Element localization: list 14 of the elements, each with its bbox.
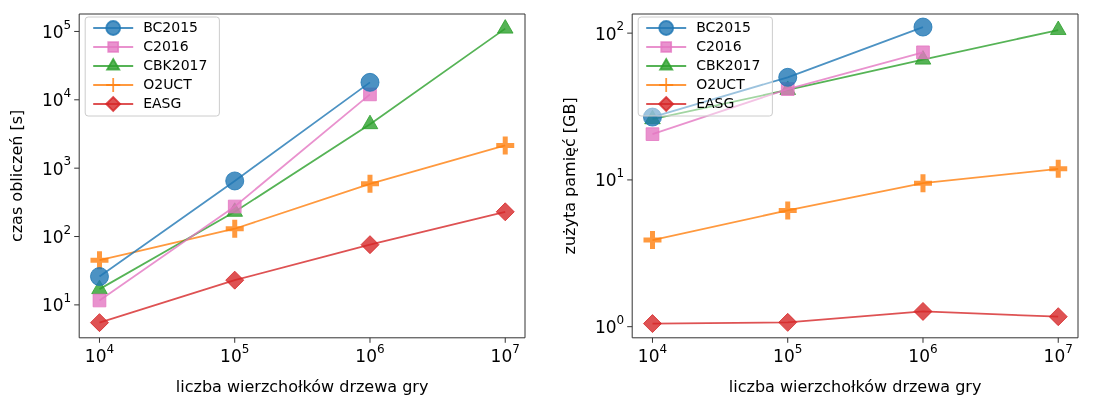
- x-axis-title: liczba wierzchołków drzewa gry: [175, 376, 429, 396]
- legend-label: C2016: [696, 37, 742, 54]
- y-axis-title: zużyta pamięć [GB]: [559, 97, 579, 255]
- legend-label: BC2015: [696, 18, 751, 35]
- legend-label: CBK2017: [143, 56, 208, 73]
- x-axis-title: liczba wierzchołków drzewa gry: [728, 376, 982, 396]
- legend-label: C2016: [143, 37, 189, 54]
- legend-label: BC2015: [143, 18, 198, 35]
- legend-label: O2UCT: [143, 75, 193, 92]
- y-axis-title: czas obliczeń [s]: [6, 109, 26, 243]
- legend-label: CBK2017: [696, 56, 761, 73]
- legend-label: EASG: [143, 94, 182, 111]
- legend-label: EASG: [696, 94, 735, 111]
- legend-label: O2UCT: [696, 75, 746, 92]
